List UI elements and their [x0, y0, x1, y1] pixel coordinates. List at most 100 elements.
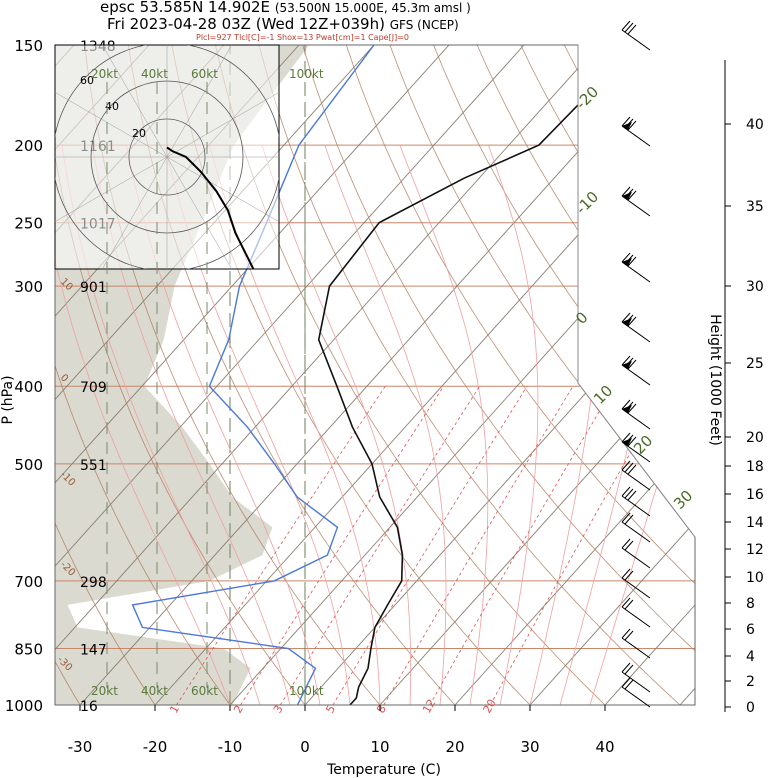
- wind-barb-staff: [621, 547, 651, 569]
- wind-barb-feather: [624, 599, 634, 610]
- hodograph-spoke: [102, 45, 168, 158]
- pressure-tick-label: 850: [14, 640, 43, 658]
- dry-adiabat: [433, 45, 695, 452]
- wind-barb-staff: [621, 606, 651, 628]
- pressure-tick-label: 700: [14, 573, 43, 591]
- wind-barb-feather: [621, 252, 631, 263]
- wind-barb-pennant: [622, 438, 632, 446]
- corner-mask: [578, 45, 695, 537]
- dry-adiabat: [127, 45, 456, 705]
- corner-edge: [577, 45, 696, 538]
- wind-barb: [621, 597, 651, 628]
- wind-barb-feather: [627, 190, 637, 201]
- wind-barb: [621, 486, 651, 517]
- dry-adiabat: [258, 45, 681, 705]
- wind-barb-staff: [621, 637, 651, 659]
- height-tick-label: 12: [746, 542, 764, 558]
- wind-barb: [621, 312, 651, 343]
- height-tick-label: 40: [746, 117, 764, 133]
- x-tick-label: -30: [68, 738, 93, 756]
- isotherm-line: [304, 270, 695, 705]
- wind-barb-feather: [621, 186, 631, 197]
- pressure-tick-label: 200: [14, 137, 43, 155]
- wind-barb-feather: [627, 403, 637, 414]
- station-title: epsc 53.585N 14.902E: [100, 0, 271, 16]
- pressure-tick-label: 1000: [5, 697, 43, 715]
- moist-adiabat: [324, 144, 447, 705]
- wind-barb-pennant: [622, 361, 632, 369]
- moist-adiabat: [589, 355, 695, 705]
- dry-adiabat: [0, 45, 5, 705]
- wind-barb-staff: [621, 521, 651, 543]
- wind-barb: [621, 512, 651, 543]
- wind-barb-feather: [621, 460, 631, 471]
- moist-adiabat: [55, 258, 231, 705]
- x-tick-label: 30: [520, 738, 539, 756]
- height-m-label: 298: [80, 575, 107, 591]
- wind-barb-feather: [621, 399, 631, 410]
- x-tick-label: 20: [445, 738, 464, 756]
- isotherm-line: [529, 520, 695, 705]
- wind-barb-pennant: [622, 122, 632, 130]
- temperature-profile: [317, 45, 638, 705]
- moist-adiabat: [91, 145, 291, 705]
- wind-barb-staff: [621, 364, 651, 386]
- wind-barb-feather: [621, 512, 631, 523]
- speed-label-top: 20kt: [91, 67, 118, 81]
- wind-barb-feather: [627, 436, 637, 447]
- speed-label-bottom: 100kt: [289, 684, 324, 698]
- hodograph-ring-label: 20: [132, 127, 146, 140]
- speed-label-top: 100kt: [289, 67, 324, 81]
- mixing-ratio-line: [429, 385, 615, 705]
- run-time: Fri 2023-04-28 03Z (Wed 12Z+039h): [107, 15, 385, 33]
- wind-barb-staff: [621, 469, 651, 491]
- dry-adiabat: [55, 364, 231, 705]
- wind-barb-staff: [621, 495, 651, 517]
- wind-barb-feather: [624, 630, 634, 641]
- wind-barb: [621, 568, 651, 599]
- wind-barb: [621, 460, 651, 491]
- mixing-ratio-line: [332, 385, 528, 705]
- isotherm-line: [55, 45, 525, 567]
- wind-barb-feather: [621, 20, 631, 31]
- wind-barb-feather: [624, 664, 634, 675]
- moist-adiabat: [261, 144, 412, 705]
- wind-barb: [621, 252, 651, 283]
- hodograph-spoke: [166, 156, 232, 269]
- height-tick-label: 4: [746, 649, 755, 665]
- pressure-tick-label: 300: [14, 278, 43, 296]
- dry-adiabat: [345, 45, 695, 585]
- y-axis-title: P (hPa): [0, 375, 16, 424]
- hodograph-trace: [166, 146, 255, 269]
- hodograph-spoke: [55, 156, 168, 222]
- dry-adiabat: [215, 45, 606, 705]
- wind-barb-feather: [621, 486, 631, 497]
- wind-barb-staff: [621, 321, 651, 343]
- wind-barb-feather: [621, 312, 631, 323]
- hodograph-plot: [55, 45, 279, 269]
- wind-barb-feather: [621, 568, 631, 579]
- x-axis-title: Temperature (C): [326, 762, 441, 778]
- wind-barb-staff: [621, 441, 651, 463]
- wind-barb-staff: [621, 408, 651, 430]
- dry-adiabat: [302, 45, 695, 652]
- wind-barb: [621, 662, 651, 693]
- x-tick-label: -20: [143, 738, 168, 756]
- height-tick-label: 20: [746, 430, 764, 446]
- hodograph-ring-label: 60: [80, 74, 94, 87]
- dry-adiabat: [55, 153, 306, 705]
- wind-barb-staff: [621, 577, 651, 599]
- moist-adiabat: [61, 145, 261, 705]
- dry-adiabat: [55, 521, 156, 705]
- isotherm-line: [454, 437, 695, 705]
- mixing-ratio-line: [240, 385, 444, 705]
- model-name: GFS (NCEP): [389, 18, 459, 32]
- moist-adiabat: [125, 145, 321, 705]
- wind-barb-feather: [624, 570, 634, 581]
- wind-barb: [621, 628, 651, 659]
- wind-barb-feather: [627, 316, 637, 327]
- dry-adiabat: [84, 45, 381, 705]
- wind-barb-pennant: [622, 405, 632, 413]
